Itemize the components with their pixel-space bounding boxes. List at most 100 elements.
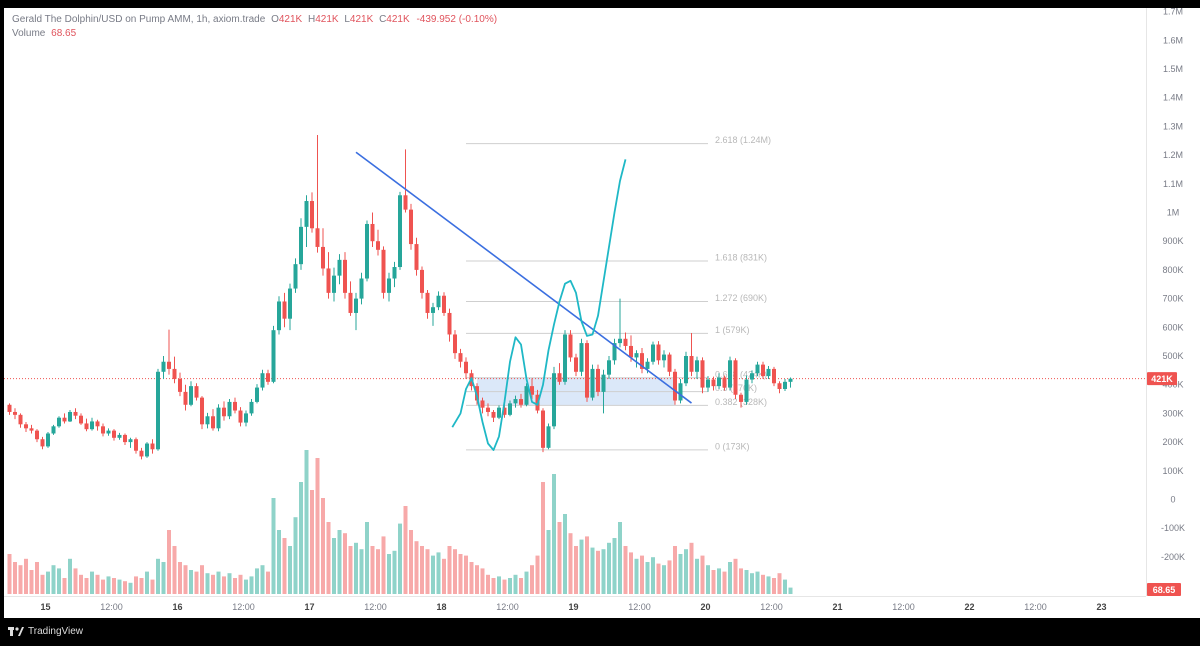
candle-body	[601, 374, 606, 392]
volume-bar	[585, 536, 589, 594]
candle-body	[370, 223, 375, 242]
candle-body	[711, 379, 716, 387]
candle-body	[722, 377, 727, 388]
price-axis-label: -100K	[1161, 523, 1185, 533]
candle-body	[695, 360, 699, 372]
legend-open-value: 421K	[278, 14, 303, 25]
axis-corner	[1146, 596, 1200, 618]
candle-body	[348, 292, 353, 313]
candle-body	[750, 373, 754, 380]
price-axis-label: 800K	[1162, 265, 1183, 275]
time-axis[interactable]	[4, 596, 1146, 619]
price-axis-label: 1.7M	[1163, 7, 1183, 17]
chart-panel[interactable]	[4, 8, 1146, 596]
candle-body	[354, 298, 358, 313]
candle-body	[216, 407, 221, 429]
last-price-tag	[1147, 372, 1177, 386]
candle-body	[134, 439, 138, 451]
legend-change: -439.952 (-0.10%)	[416, 14, 498, 25]
volume-bar	[618, 522, 622, 594]
candle-body	[57, 417, 61, 427]
volume-bar	[601, 549, 606, 594]
volume-bar	[750, 573, 754, 594]
price-axis-label: 900K	[1162, 236, 1183, 246]
time-axis-label: 12:00	[1024, 602, 1047, 612]
volume-bar	[288, 546, 292, 594]
candle-body	[486, 407, 490, 412]
candle-body	[579, 343, 584, 372]
volume-bar	[568, 533, 573, 594]
volume-bar	[222, 576, 226, 594]
volume-bar	[376, 549, 380, 594]
volume-bar	[574, 546, 578, 594]
price-axis-label: -200K	[1161, 552, 1185, 562]
candle-body	[425, 292, 430, 313]
candle-body	[46, 433, 50, 447]
fib-level-label: 1 (579K)	[715, 325, 750, 335]
legend-volume-value: 68.65	[51, 28, 77, 39]
volume-bar	[530, 565, 534, 594]
volume-bar	[161, 562, 166, 594]
price-axis-label: 1M	[1167, 208, 1180, 218]
volume-bar	[673, 546, 677, 594]
fib-level-label: 0.618 (424K)	[715, 369, 767, 379]
price-axis[interactable]	[1146, 8, 1200, 596]
candle-body	[458, 353, 463, 362]
candle-body	[288, 288, 292, 319]
volume-bar	[35, 562, 39, 594]
volume-bar	[332, 538, 336, 594]
price-axis-label: 1.3M	[1163, 121, 1183, 131]
volume-bar	[189, 570, 193, 594]
volume-bar	[249, 576, 254, 594]
price-axis-label: 1.4M	[1163, 93, 1183, 103]
candle-body	[282, 301, 287, 319]
volume-bar	[62, 578, 67, 594]
volume-bar	[95, 574, 100, 594]
volume-bar	[535, 555, 540, 594]
volume-bar	[662, 565, 666, 594]
volume-bar	[458, 554, 463, 594]
candle-body	[387, 278, 391, 293]
last-price-tag-label: 421K	[1151, 374, 1173, 384]
candle-body	[744, 379, 749, 402]
volume-bar	[29, 570, 34, 594]
candle-body	[139, 450, 144, 457]
volume-bar	[667, 560, 672, 594]
volume-bar	[392, 550, 397, 594]
volume-bar	[84, 578, 89, 594]
candle-body	[222, 407, 226, 417]
candle-body	[574, 357, 578, 372]
candle-body	[392, 267, 397, 279]
volume-bar	[519, 578, 523, 594]
fib-level-label: 2.618 (1.24M)	[715, 135, 771, 145]
candle-body	[761, 364, 765, 377]
candle-body	[238, 410, 243, 423]
volume-bar	[227, 573, 232, 594]
candle-body	[68, 411, 72, 422]
candle-body	[266, 373, 270, 382]
tradingview-logo[interactable]: TradingView	[8, 626, 83, 637]
volume-bar	[717, 568, 721, 594]
candle-body	[623, 338, 628, 346]
candle-body	[398, 195, 402, 268]
time-axis-label: 12:00	[496, 602, 519, 612]
volume-bar	[722, 571, 727, 594]
volume-bar	[689, 542, 694, 594]
volume-bar	[711, 570, 716, 594]
candle-body	[332, 275, 336, 293]
candle-body	[255, 387, 259, 402]
candle-body	[260, 373, 265, 388]
candle-body	[227, 401, 232, 417]
candle-body	[189, 386, 193, 405]
volume-bar	[216, 571, 221, 594]
time-axis-label: 12:00	[760, 602, 783, 612]
legend-symbol: Gerald The Dolphin/USD on Pump AMM, 1h, …	[12, 14, 266, 25]
candle-body	[326, 268, 331, 293]
trendline	[355, 151, 692, 404]
candle-body	[590, 368, 595, 398]
volume-bar	[24, 558, 28, 594]
volume-bar	[112, 578, 116, 594]
volume-bar	[640, 555, 644, 594]
